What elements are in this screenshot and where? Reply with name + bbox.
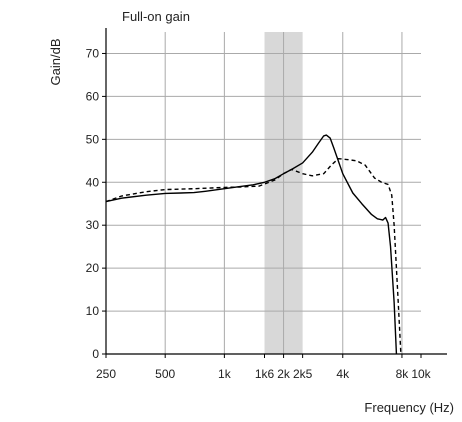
x-tick-label: 2k5 [293, 367, 313, 381]
y-tick-label: 50 [86, 132, 100, 146]
chart-title: Full-on gain [122, 9, 190, 24]
x-tick-label: 500 [155, 367, 175, 381]
x-tick-label: 4k [336, 367, 350, 381]
x-tick-label: 1k6 [255, 367, 275, 381]
y-tick-label: 0 [92, 347, 99, 361]
y-tick-label: 70 [86, 46, 100, 60]
y-axis-title: Gain/dB [48, 39, 63, 86]
y-tick-label: 10 [86, 304, 100, 318]
x-axis-title: Frequency (Hz) [364, 400, 454, 415]
series-line-dashed [105, 157, 402, 355]
y-tick-label: 20 [86, 261, 100, 275]
series-line-solid [105, 134, 398, 355]
x-tick-label: 10k [411, 367, 431, 381]
y-tick-label: 40 [86, 175, 100, 189]
x-tick-label: 1k [218, 367, 232, 381]
x-tick-label: 250 [96, 367, 116, 381]
x-tick-label: 2k [277, 367, 291, 381]
y-tick-label: 60 [86, 89, 100, 103]
x-tick-label: 8k [396, 367, 410, 381]
y-tick-label: 30 [86, 218, 100, 232]
